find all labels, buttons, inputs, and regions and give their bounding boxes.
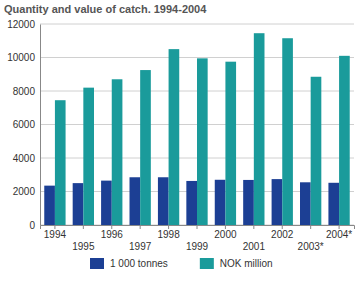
x-tick-mark xyxy=(197,225,198,229)
y-tick: 2000 xyxy=(13,186,40,197)
y-tick-label: 10000 xyxy=(7,52,35,63)
plot: 0200040006000800010000120001994199519961… xyxy=(7,19,354,252)
bar xyxy=(197,58,208,225)
x-tick-label: 1999 xyxy=(186,241,209,252)
x-tick-label: 1997 xyxy=(129,241,152,252)
x-tick: 2002 xyxy=(271,225,294,240)
y-tick: 6000 xyxy=(13,119,40,130)
y-tick-label: 6000 xyxy=(13,119,36,130)
legend: 1 000 tonnes NOK million xyxy=(90,258,273,269)
grid-line xyxy=(40,57,354,58)
bar xyxy=(225,62,236,225)
x-tick: 2003* xyxy=(298,225,324,252)
x-tick-mark xyxy=(310,225,311,229)
grid xyxy=(40,24,354,225)
y-tick-label: 4000 xyxy=(13,153,36,164)
chart: Quantity and value of catch. 1994-2004 0 2… xyxy=(0,0,362,283)
x-tick-label: 2003* xyxy=(298,241,324,252)
y-tick: 4000 xyxy=(13,153,40,164)
bar xyxy=(254,33,265,225)
bar xyxy=(328,183,339,225)
x-tick-mark xyxy=(140,225,141,229)
bar xyxy=(282,38,293,225)
legend-item: 1 000 tonnes xyxy=(90,258,168,269)
legend-label: 1 000 tonnes xyxy=(110,258,168,269)
x-tick: 1998 xyxy=(157,225,180,240)
x-tick-label: 2001 xyxy=(243,241,266,252)
legend-swatch xyxy=(90,258,104,269)
x-tick: 1996 xyxy=(101,225,124,240)
bar xyxy=(339,56,350,225)
x-tick-mark xyxy=(253,225,254,229)
bar xyxy=(169,49,180,225)
x-tick-label: 2000 xyxy=(214,229,237,240)
legend-label: NOK million xyxy=(220,258,273,269)
x-tick-label: 1996 xyxy=(101,229,124,240)
bar xyxy=(83,88,94,225)
x-tick: 1995 xyxy=(72,225,95,252)
x-tick-label: 1994 xyxy=(44,229,67,240)
grid-line xyxy=(40,24,354,25)
y-tick: 8000 xyxy=(13,86,40,97)
bar xyxy=(140,70,151,225)
y-tick: 12000 xyxy=(7,19,40,30)
bar xyxy=(158,177,169,225)
x-tick: 1997 xyxy=(129,225,152,252)
x-tick-label: 2004* xyxy=(326,229,352,240)
x-axis-line xyxy=(41,226,355,230)
bar xyxy=(311,77,322,225)
x-tick: 1994 xyxy=(44,225,67,240)
x-tick: 1999 xyxy=(186,225,209,252)
y-axis: 0 2000 4000 6000 8000 10000 12000 xyxy=(7,19,40,231)
bars xyxy=(44,33,349,225)
bar xyxy=(243,180,254,225)
y-tick-label: 12000 xyxy=(7,19,35,30)
x-tick-label: 1998 xyxy=(157,229,180,240)
bar xyxy=(73,183,84,225)
legend-swatch xyxy=(200,258,214,269)
legend-item: NOK million xyxy=(200,258,273,269)
y-axis-line xyxy=(40,25,41,226)
bar xyxy=(55,100,66,225)
bar xyxy=(44,186,55,225)
bar xyxy=(130,177,141,225)
title: Quantity and value of catch. 1994-2004 xyxy=(4,3,207,15)
y-tick: 10000 xyxy=(7,52,40,63)
x-tick-label: 2002 xyxy=(271,229,294,240)
x-tick: 2004* xyxy=(326,225,352,240)
y-tick-label: 2000 xyxy=(13,186,36,197)
x-tick-mark xyxy=(83,225,84,229)
bar xyxy=(272,179,283,225)
y-tick-label: 8000 xyxy=(13,86,36,97)
bar xyxy=(300,182,311,225)
bar xyxy=(112,79,123,225)
bar xyxy=(101,181,112,225)
series xyxy=(55,33,350,225)
bar xyxy=(215,180,226,225)
y-tick: 0 xyxy=(29,220,40,231)
x-tick: 2001 xyxy=(243,225,266,252)
y-tick-label: 0 xyxy=(29,220,35,231)
x-tick: 2000 xyxy=(214,225,237,240)
x-tick-label: 1995 xyxy=(72,241,95,252)
x-axis: 1994 1995 1996 1997 1998 1999 2000 2001 2002 2003… xyxy=(41,225,355,252)
bar xyxy=(186,181,197,225)
